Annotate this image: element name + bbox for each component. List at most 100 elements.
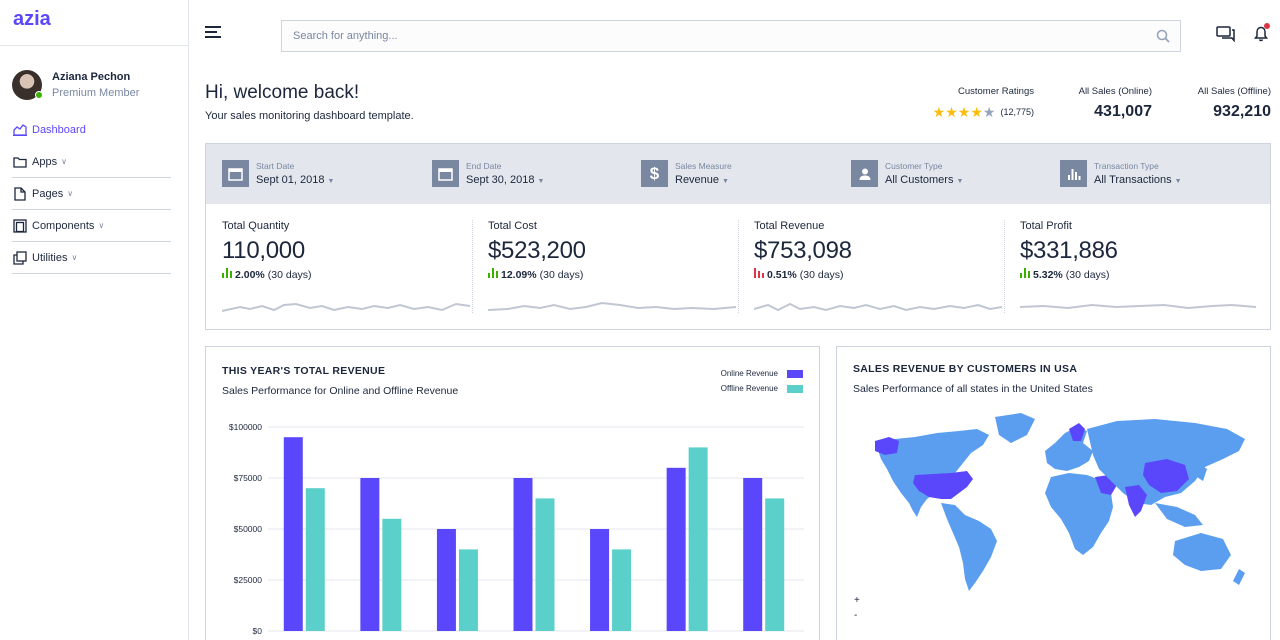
caret-down-icon: ▼ [327, 178, 335, 185]
kpi-value: $331,886 [1020, 237, 1118, 264]
kpi-change: 5.32% (30 days) [1020, 268, 1254, 281]
filter-value: Sept 30, 2018 [466, 174, 535, 186]
caret-down-icon: ▼ [956, 178, 964, 185]
map-region-europe [1045, 427, 1093, 471]
bar-online-revenue[interactable] [743, 478, 763, 631]
sidebar-item-utilities[interactable]: Utilities ∨ [12, 242, 171, 274]
search-icon[interactable] [1156, 29, 1170, 48]
kpi-sparkline [488, 301, 736, 311]
bar-online-revenue[interactable] [513, 478, 533, 631]
sidebar-item-label: Pages [32, 187, 64, 200]
legend-item-offline[interactable]: Offline Revenue [721, 384, 803, 393]
bar-online-revenue[interactable] [436, 529, 456, 631]
sidebar-item-apps[interactable]: Apps ∨ [12, 146, 171, 178]
card-title: SALES REVENUE BY CUSTOMERS IN USA [853, 363, 1078, 375]
bar-offline-revenue[interactable] [688, 447, 708, 631]
y-tick-label: $25000 [234, 575, 263, 585]
filter-start-date[interactable]: Start Date Sept 01, 2018 ▼ [222, 160, 334, 187]
kpi-period: (30 days) [799, 268, 844, 281]
user-name: Aziana Pechon [52, 71, 131, 83]
caret-down-icon: ▼ [537, 178, 545, 185]
kpi-sparkline [1020, 303, 1256, 310]
filter-label: Transaction Type [1094, 161, 1159, 171]
layers-icon [12, 218, 28, 233]
chevron-down-icon: ∨ [71, 253, 78, 262]
avatar[interactable] [12, 70, 43, 100]
notifications-bell-icon[interactable] [1254, 23, 1270, 47]
revenue-chart-card: THIS YEAR'S TOTAL REVENUE Sales Performa… [205, 346, 820, 640]
welcome-section: Hi, welcome back! Your sales monitoring … [205, 82, 414, 122]
bar-chart-icon [1060, 160, 1087, 187]
menu-toggle-button[interactable] [205, 26, 221, 38]
sidebar-item-dashboard[interactable]: Dashboard [12, 114, 171, 146]
sidebar-item-components[interactable]: Components ∨ [12, 210, 171, 242]
sidebar: azia Aziana Pechon Premium Member Dashbo… [0, 0, 189, 640]
kpi-value: $753,098 [754, 237, 852, 264]
online-status-dot [35, 91, 43, 99]
filter-value: All Customers [885, 174, 954, 186]
bar-online-revenue[interactable] [590, 529, 610, 631]
zoom-out-button[interactable]: - [854, 610, 858, 621]
bar-offline-revenue[interactable] [612, 549, 632, 631]
filter-end-date[interactable]: End Date Sept 30, 2018 ▼ [432, 160, 544, 187]
bar-online-revenue[interactable] [360, 478, 380, 631]
search-box [281, 20, 1181, 52]
folder-icon [12, 155, 28, 169]
stat-value: 431,007 [1094, 103, 1152, 120]
bar-offline-revenue[interactable] [458, 549, 478, 631]
sidebar-item-label: Utilities [32, 251, 68, 264]
kpi-label: Total Quantity [222, 220, 290, 232]
legend-label: Online Revenue [720, 369, 778, 378]
y-tick-label: $50000 [234, 524, 263, 534]
star-empty-icon: ★ [982, 104, 996, 120]
filter-sales-measure[interactable]: $ Sales Measure Revenue ▼ [641, 160, 732, 187]
kpi-change-value: 0.51% [767, 268, 797, 281]
filter-value: Revenue [675, 174, 720, 186]
map-region-scandinavia [1069, 423, 1085, 441]
calendar-icon [432, 160, 459, 187]
card-title: THIS YEAR'S TOTAL REVENUE [222, 365, 386, 377]
bar-offline-revenue[interactable] [382, 518, 402, 631]
messages-icon[interactable] [1216, 26, 1236, 47]
kpi-change: 0.51% (30 days) [754, 268, 988, 281]
map-region-southeast-asia [1155, 503, 1203, 527]
stat-label: All Sales (Offline) [1197, 86, 1271, 97]
kpi-row: Total Quantity 110,000 2.00% (30 days) T… [206, 204, 1270, 329]
app-logo[interactable]: azia [0, 0, 188, 46]
world-map[interactable] [855, 407, 1255, 597]
kpi-value: $523,200 [488, 237, 586, 264]
calendar-icon [222, 160, 249, 187]
bar-chart-up-icon [1020, 268, 1030, 281]
ratings-count: (12,775) [1000, 107, 1034, 117]
user-role: Premium Member [52, 87, 140, 99]
bar-offline-revenue[interactable] [765, 498, 785, 631]
sales-map-card: SALES REVENUE BY CUSTOMERS IN USA Sales … [836, 346, 1271, 640]
filter-label: End Date [466, 161, 502, 171]
y-tick-label: $100000 [229, 422, 262, 432]
legend-item-online[interactable]: Online Revenue [721, 369, 803, 378]
kpi-change: 12.09% (30 days) [488, 268, 722, 281]
sidebar-item-pages[interactable]: Pages ∨ [12, 178, 171, 210]
filter-value: All Transactions [1094, 174, 1172, 186]
bar-online-revenue[interactable] [666, 467, 686, 631]
chevron-down-icon: ∨ [98, 221, 105, 230]
search-input[interactable] [282, 21, 1132, 51]
kpi-period: (30 days) [1065, 268, 1110, 281]
card-subtitle: Sales Performance for Online and Offline… [222, 385, 459, 397]
star-icon: ★ [957, 104, 971, 120]
sidebar-item-label: Components [32, 219, 95, 232]
star-icon: ★ [932, 104, 946, 120]
map-region-north-america [877, 429, 989, 517]
kpi-sparkline [754, 302, 1002, 312]
map-region-new-zealand [1233, 569, 1245, 585]
kpi-total-profit: Total Profit $331,886 5.32% (30 days) [1004, 204, 1270, 329]
filter-transaction-type[interactable]: Transaction Type All Transactions ▼ [1060, 160, 1182, 187]
bar-offline-revenue[interactable] [535, 498, 555, 631]
page-title: Hi, welcome back! [205, 82, 360, 103]
bar-online-revenue[interactable] [283, 437, 303, 631]
star-icon: ★ [970, 104, 983, 120]
bar-offline-revenue[interactable] [305, 488, 325, 631]
user-icon [851, 160, 878, 187]
zoom-in-button[interactable]: + [854, 595, 860, 606]
filter-customer-type[interactable]: Customer Type All Customers ▼ [851, 160, 963, 187]
